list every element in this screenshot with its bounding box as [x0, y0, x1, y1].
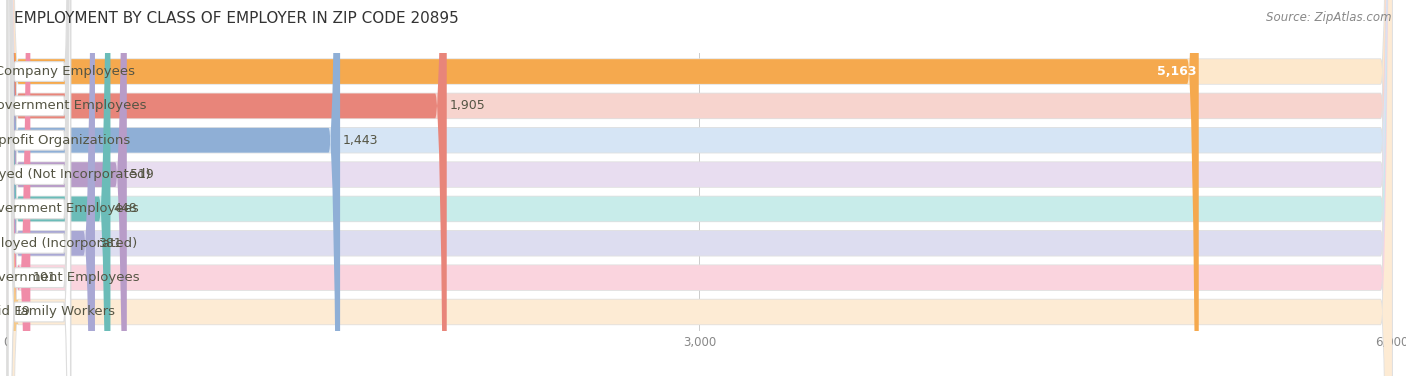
Text: Federal Government Employees: Federal Government Employees	[0, 99, 146, 112]
FancyBboxPatch shape	[7, 0, 1199, 376]
FancyBboxPatch shape	[7, 0, 1392, 376]
Text: 519: 519	[129, 168, 153, 181]
FancyBboxPatch shape	[8, 0, 70, 376]
FancyBboxPatch shape	[8, 0, 70, 376]
FancyBboxPatch shape	[7, 0, 1392, 376]
Text: 448: 448	[114, 202, 136, 215]
FancyBboxPatch shape	[7, 0, 340, 376]
FancyBboxPatch shape	[7, 0, 96, 376]
Text: Self-Employed (Not Incorporated): Self-Employed (Not Incorporated)	[0, 168, 150, 181]
Text: 381: 381	[98, 237, 121, 250]
FancyBboxPatch shape	[8, 0, 70, 376]
Text: EMPLOYMENT BY CLASS OF EMPLOYER IN ZIP CODE 20895: EMPLOYMENT BY CLASS OF EMPLOYER IN ZIP C…	[14, 11, 458, 26]
Text: Private Company Employees: Private Company Employees	[0, 65, 135, 78]
FancyBboxPatch shape	[7, 0, 1392, 376]
FancyBboxPatch shape	[7, 0, 1392, 376]
Text: 1,443: 1,443	[343, 134, 378, 147]
FancyBboxPatch shape	[7, 0, 127, 376]
FancyBboxPatch shape	[7, 0, 1392, 376]
Text: 101: 101	[34, 271, 56, 284]
FancyBboxPatch shape	[8, 0, 70, 376]
FancyBboxPatch shape	[7, 0, 1392, 376]
Text: Not-for-profit Organizations: Not-for-profit Organizations	[0, 134, 131, 147]
FancyBboxPatch shape	[0, 0, 18, 376]
FancyBboxPatch shape	[7, 0, 1392, 376]
FancyBboxPatch shape	[8, 0, 70, 376]
Text: Self-Employed (Incorporated): Self-Employed (Incorporated)	[0, 237, 136, 250]
FancyBboxPatch shape	[7, 0, 1392, 376]
FancyBboxPatch shape	[7, 0, 1392, 376]
FancyBboxPatch shape	[7, 0, 1392, 376]
Text: Local Government Employees: Local Government Employees	[0, 202, 139, 215]
FancyBboxPatch shape	[7, 0, 1392, 376]
Text: Source: ZipAtlas.com: Source: ZipAtlas.com	[1267, 11, 1392, 24]
Text: 5,163: 5,163	[1157, 65, 1197, 78]
FancyBboxPatch shape	[8, 0, 70, 376]
FancyBboxPatch shape	[7, 0, 1392, 376]
FancyBboxPatch shape	[7, 0, 111, 376]
Text: 19: 19	[14, 305, 30, 318]
FancyBboxPatch shape	[7, 0, 1392, 376]
FancyBboxPatch shape	[7, 0, 31, 376]
FancyBboxPatch shape	[8, 0, 70, 376]
FancyBboxPatch shape	[8, 0, 70, 376]
FancyBboxPatch shape	[7, 0, 1392, 376]
FancyBboxPatch shape	[7, 0, 447, 376]
Text: State Government Employees: State Government Employees	[0, 271, 139, 284]
FancyBboxPatch shape	[7, 0, 1392, 376]
FancyBboxPatch shape	[7, 0, 1392, 376]
Text: Unpaid Family Workers: Unpaid Family Workers	[0, 305, 115, 318]
Text: 1,905: 1,905	[450, 99, 485, 112]
